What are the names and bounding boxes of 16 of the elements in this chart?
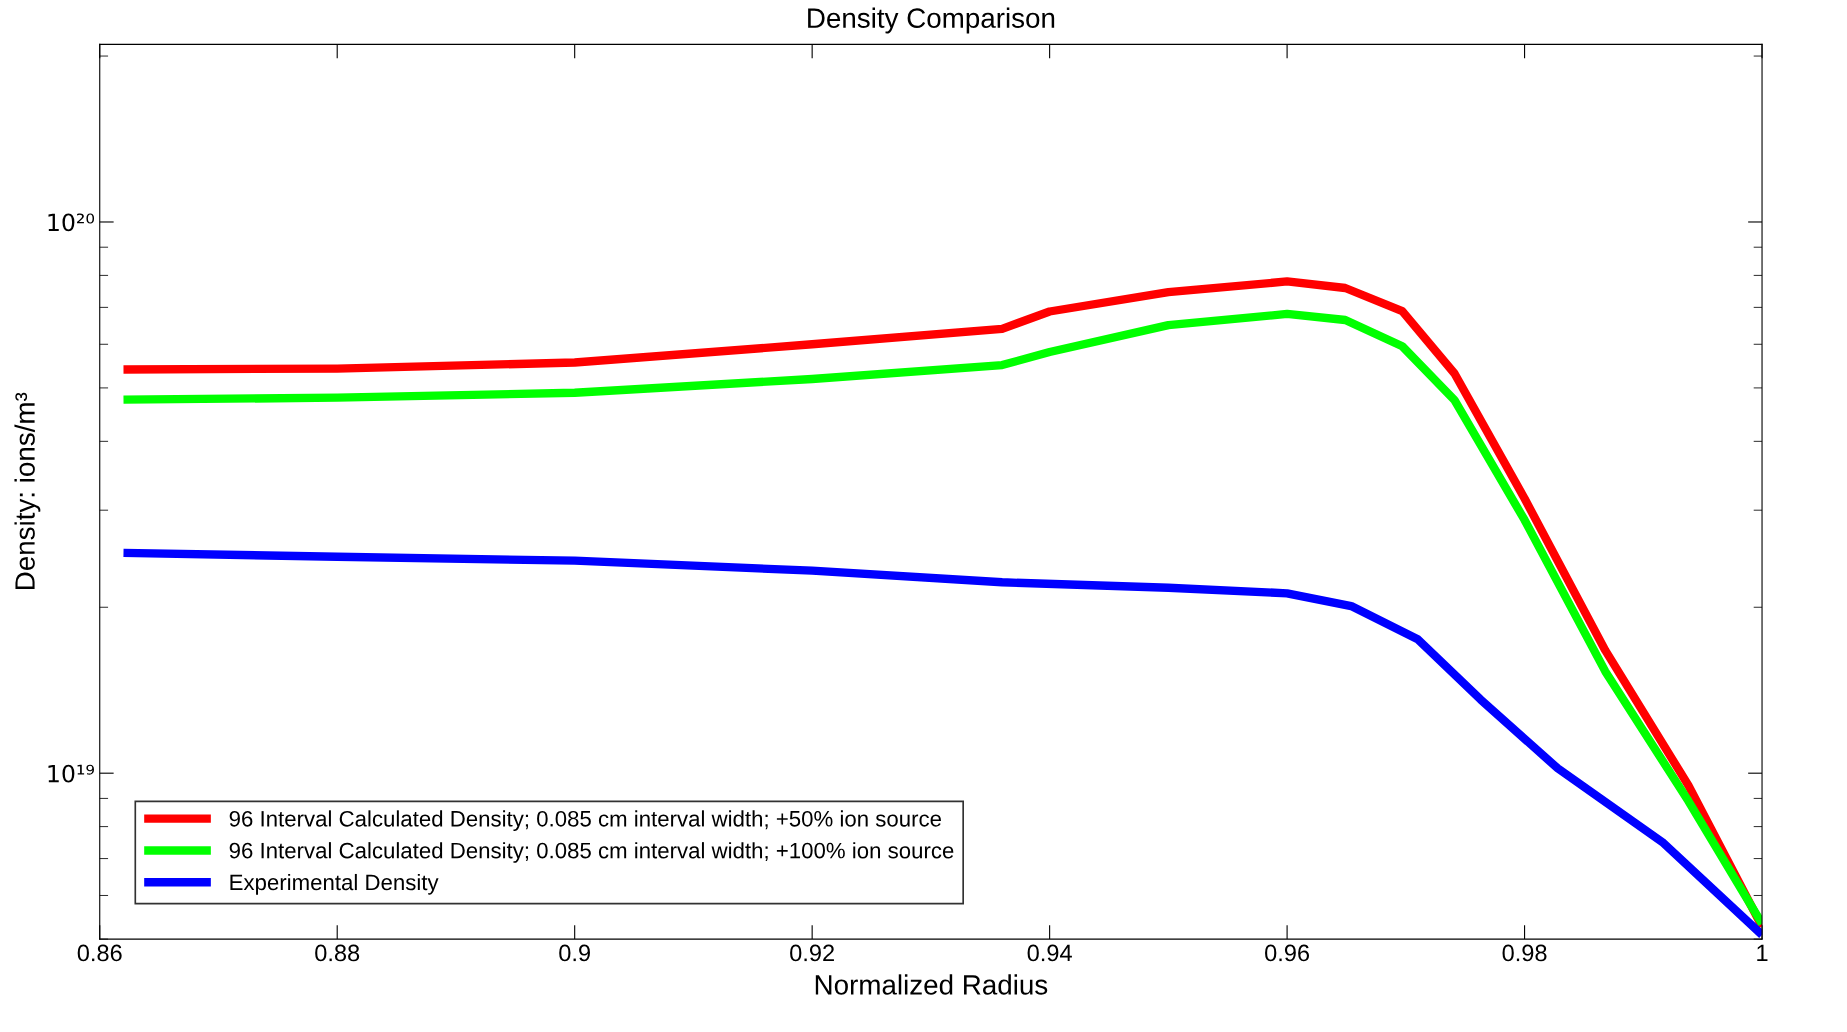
x-tick-label: 0.86 [77, 944, 122, 962]
y-tick-label: 10²⁰ [48, 213, 95, 232]
x-tick-label: 0.94 [1027, 944, 1072, 962]
chart-title: Density Comparison [808, 7, 1055, 34]
legend-label: Experimental Density [230, 873, 439, 895]
x-tick-label: 0.98 [1502, 944, 1547, 962]
x-tick-label: 1 [1757, 944, 1768, 962]
x-tick-label: 0.88 [315, 944, 360, 962]
legend-label: 96 Interval Calculated Density; 0.085 cm interval width; +50% ion source [229, 810, 941, 832]
y-axis-title: Density: ions/m³ [14, 392, 41, 590]
legend-label: 96 Interval Calculated Density; 0.085 cm interval width; +100% ion source [229, 842, 954, 863]
x-axis-title: Normalized Radius [815, 974, 1048, 995]
y-tick-label: 10¹⁹ [48, 764, 94, 783]
x-tick-label: 0.9 [559, 944, 590, 962]
x-tick-label: 0.96 [1265, 944, 1310, 962]
x-tick-label: 0.92 [790, 944, 834, 962]
